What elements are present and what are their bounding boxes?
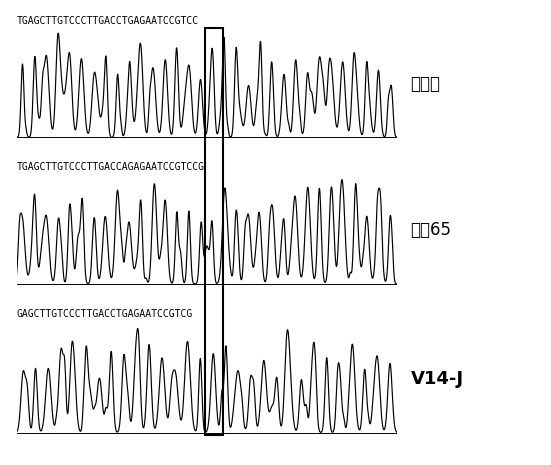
- Text: TGAGCTTGTCCCTTGACCAGAGAATCCGTCCG: TGAGCTTGTCCCTTGACCAGAGAATCCGTCCG: [17, 162, 204, 172]
- Text: TGAGCTTGTCCCTTGACCTGAGAATCCGTCC: TGAGCTTGTCCCTTGACCTGAGAATCCGTCC: [17, 15, 199, 26]
- Text: GAGCTTGTCCCTTGACCTGAGAATCCGTCG: GAGCTTGTCCCTTGACCTGAGAATCCGTCG: [17, 308, 193, 319]
- Text: V14-J: V14-J: [410, 370, 463, 388]
- Text: 黄华占: 黄华占: [410, 75, 440, 93]
- Text: 台中65: 台中65: [410, 221, 451, 239]
